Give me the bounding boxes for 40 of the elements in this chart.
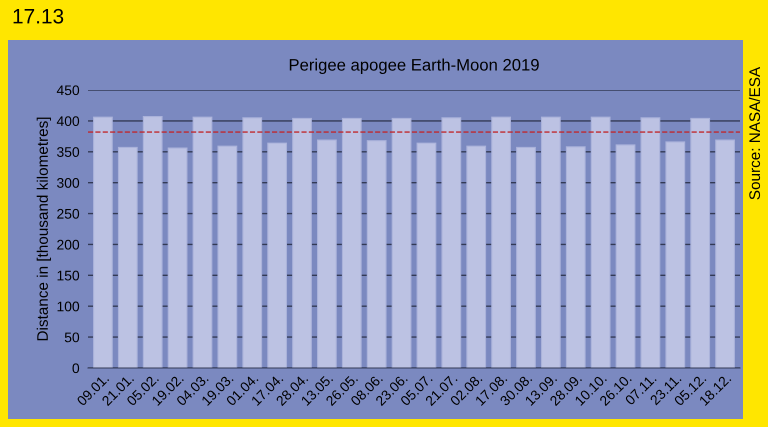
y-tick-label: 50 xyxy=(64,332,80,342)
bar xyxy=(640,117,660,368)
source-note: Source: NASA/ESA xyxy=(748,66,760,200)
y-tick-label: 400 xyxy=(56,116,80,126)
bar xyxy=(317,139,337,368)
bar xyxy=(217,146,238,368)
bar xyxy=(342,118,362,368)
y-tick-label: 100 xyxy=(58,302,80,312)
bar xyxy=(416,142,436,368)
y-tick-label: 450 xyxy=(56,85,80,96)
text: 17.13 xyxy=(14,8,64,24)
y-tick-label: 300 xyxy=(57,178,80,188)
bar xyxy=(466,146,486,368)
bar xyxy=(616,144,636,368)
bar xyxy=(142,116,163,368)
y-tick-label: 200 xyxy=(57,240,80,250)
bar xyxy=(441,117,462,368)
bar xyxy=(690,118,710,368)
bar xyxy=(540,116,561,368)
bar xyxy=(516,146,536,368)
bar xyxy=(168,148,188,368)
y-tick-label: 0 xyxy=(72,363,80,374)
y-axis-title: Distance in [thousand kilometres] xyxy=(36,118,51,340)
y-tick-label: 350 xyxy=(57,147,80,157)
chart-title: Perigee apogee Earth-Moon 2019 xyxy=(290,58,539,74)
bar xyxy=(366,140,387,368)
y-tick-label: 150 xyxy=(58,270,80,281)
bar xyxy=(665,141,686,368)
bar xyxy=(118,146,138,368)
bar xyxy=(392,118,412,368)
bar xyxy=(267,142,288,368)
bar xyxy=(566,146,586,368)
bar xyxy=(242,117,262,368)
bar xyxy=(590,116,611,368)
bar xyxy=(93,116,113,368)
bar xyxy=(192,116,212,368)
y-tick-label: 250 xyxy=(57,208,80,219)
bar xyxy=(715,139,735,368)
bar xyxy=(292,118,312,368)
bar xyxy=(491,116,511,368)
